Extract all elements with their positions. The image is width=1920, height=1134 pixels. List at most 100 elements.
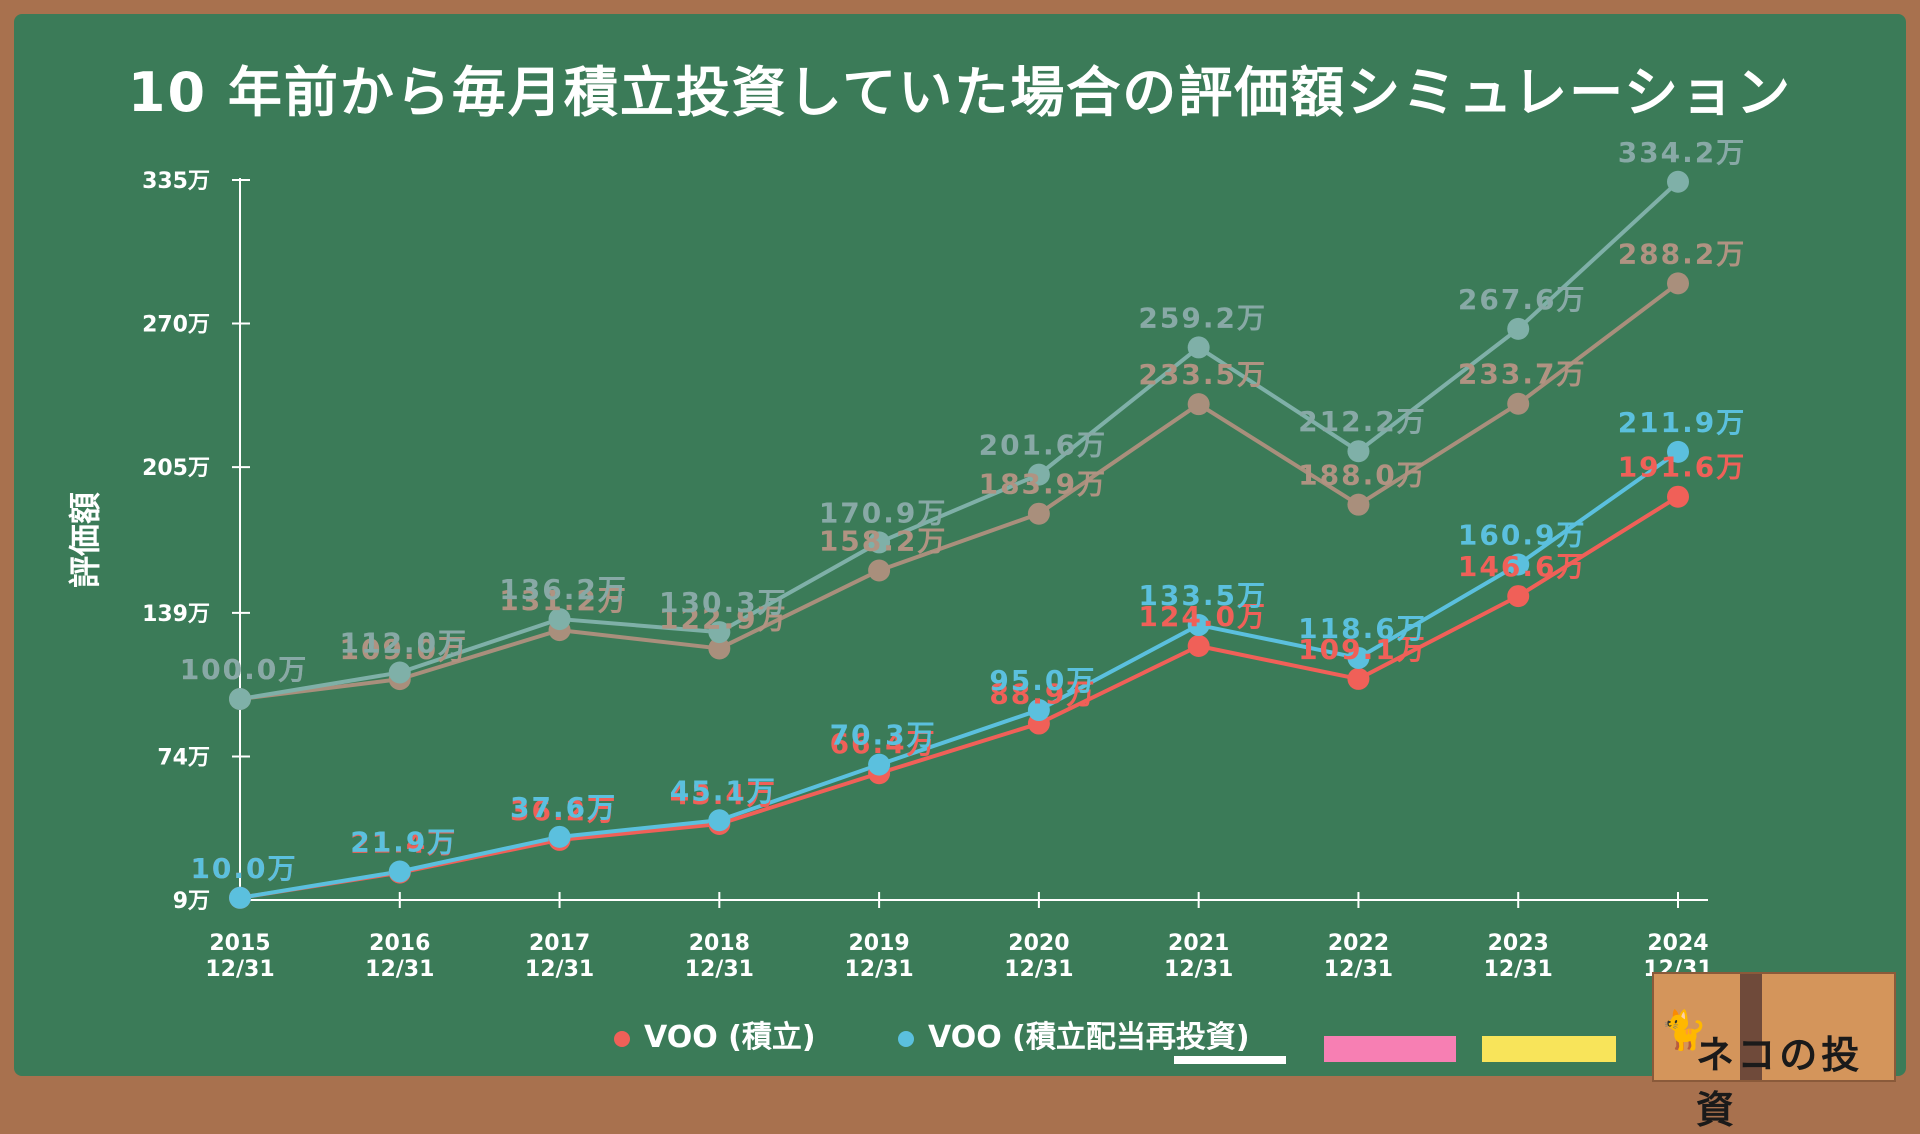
legend-swatch-white	[1174, 1056, 1286, 1064]
series-line-2	[239, 495, 1680, 900]
data-point	[1507, 553, 1530, 576]
data-point	[1667, 440, 1689, 463]
data-label: 70.3万	[830, 719, 937, 752]
y-axis-label: 評価額	[66, 492, 104, 588]
data-label: 118.6万	[1298, 612, 1427, 645]
data-label: 95.0万	[989, 664, 1096, 697]
data-point	[1507, 392, 1530, 415]
x-tick-label: 2020 12/31	[1004, 931, 1073, 982]
data-label: 112.0万	[339, 627, 468, 660]
data-point	[548, 825, 571, 848]
data-point	[1507, 585, 1530, 608]
y-tick-label: 270万	[142, 313, 210, 338]
data-label: 37.6万	[510, 791, 617, 824]
legend-swatch-yellow	[1482, 1036, 1616, 1062]
data-label: 21.9万	[350, 826, 457, 859]
data-label: 201.6万	[979, 429, 1108, 462]
data-point	[388, 661, 411, 684]
legend-dot-blue	[898, 1030, 914, 1047]
x-tick-label: 2018 12/31	[685, 931, 754, 982]
data-label: 100.0万	[180, 653, 309, 686]
data-point	[1027, 463, 1050, 486]
data-point	[1347, 646, 1370, 669]
data-point	[1187, 393, 1210, 416]
data-label: 130.3万	[659, 586, 788, 619]
data-label: 233.5万	[1138, 358, 1267, 391]
data-label: 43.4万	[670, 778, 777, 811]
data-point	[708, 809, 731, 832]
data-label: 160.9万	[1458, 519, 1587, 552]
data-label: 288.2万	[1618, 237, 1747, 270]
x-tick-label: 2017 12/31	[525, 931, 594, 982]
data-point	[1027, 502, 1050, 525]
data-point	[1187, 336, 1210, 359]
y-tick-label: 335万	[142, 169, 210, 194]
legend-swatch-pink	[1324, 1036, 1456, 1062]
data-point	[1347, 493, 1370, 516]
x-tick-label: 2022 12/31	[1324, 931, 1393, 982]
data-label: 146.6万	[1458, 550, 1587, 583]
data-label: 212.2万	[1298, 405, 1427, 438]
data-point	[868, 753, 891, 776]
legend-label-voo-accumulation: VOO (積立)	[644, 1020, 816, 1055]
data-point	[229, 886, 251, 909]
data-point	[1667, 485, 1689, 508]
data-label: 158.2万	[819, 524, 948, 557]
data-label: 259.2万	[1138, 301, 1267, 334]
data-label: 88.9万	[989, 678, 1096, 711]
data-label: 211.9万	[1618, 406, 1747, 439]
y-tick-label: 205万	[142, 456, 210, 481]
legend-label-voo-reinvest: VOO (積立配当再投資)	[928, 1020, 1250, 1055]
data-point	[708, 637, 731, 660]
x-tick-label: 2015 12/31	[205, 931, 274, 982]
data-point	[1667, 272, 1689, 295]
x-tick-label: 2019 12/31	[844, 931, 913, 982]
legend-item-voo-accumulation: VOO (積立)	[614, 1012, 816, 1056]
data-point	[1667, 170, 1689, 193]
data-label: 100.0万	[180, 653, 309, 686]
data-label: 122.9万	[659, 602, 788, 635]
y-tick-label: 9万	[173, 889, 210, 914]
data-label: 170.9万	[819, 496, 948, 529]
data-point	[1507, 317, 1530, 340]
data-label: 136.2万	[499, 573, 628, 606]
data-label: 66.4万	[830, 727, 937, 760]
data-label: 183.9万	[979, 468, 1108, 501]
data-label: 191.6万	[1618, 451, 1747, 484]
data-point	[708, 621, 731, 644]
data-label: 188.0万	[1298, 459, 1427, 492]
data-point	[1347, 440, 1370, 463]
data-point	[1187, 635, 1210, 658]
y-tick-label: 74万	[157, 745, 210, 770]
data-label: 267.6万	[1458, 283, 1587, 316]
logo-text: ネコの投資	[1696, 1033, 1864, 1132]
data-label: 36.2万	[510, 794, 617, 827]
data-label: 21.4万	[350, 827, 457, 860]
legend-item-voo-reinvest: VOO (積立配当再投資)	[898, 1012, 1250, 1056]
data-label: 109.0万	[339, 633, 468, 666]
series-line-3	[239, 450, 1680, 900]
logo-strap	[1740, 974, 1762, 1080]
data-label: 131.2万	[499, 584, 628, 617]
logo: 🐈 ネコの投資	[1652, 972, 1896, 1132]
data-label: 109.1万	[1298, 633, 1427, 666]
data-point	[229, 688, 251, 711]
x-tick-label: 2023 12/31	[1484, 931, 1553, 982]
data-label: 334.2万	[1618, 136, 1747, 169]
data-point	[1187, 614, 1210, 637]
data-label: 45.1万	[670, 774, 777, 807]
x-tick-label: 2016 12/31	[365, 931, 434, 982]
data-point	[388, 860, 411, 883]
data-label: 10.0万	[190, 852, 297, 885]
data-label: 124.0万	[1138, 600, 1267, 633]
legend-dot-red	[614, 1030, 630, 1047]
data-point	[548, 608, 571, 631]
series-line-0	[239, 281, 1680, 702]
x-tick-label: 2021 12/31	[1164, 931, 1233, 982]
data-point	[868, 559, 891, 582]
cat-icon: 🐈	[1660, 1008, 1708, 1052]
y-tick-label: 139万	[142, 602, 210, 627]
data-label: 233.7万	[1458, 358, 1587, 391]
data-point	[1347, 667, 1370, 690]
